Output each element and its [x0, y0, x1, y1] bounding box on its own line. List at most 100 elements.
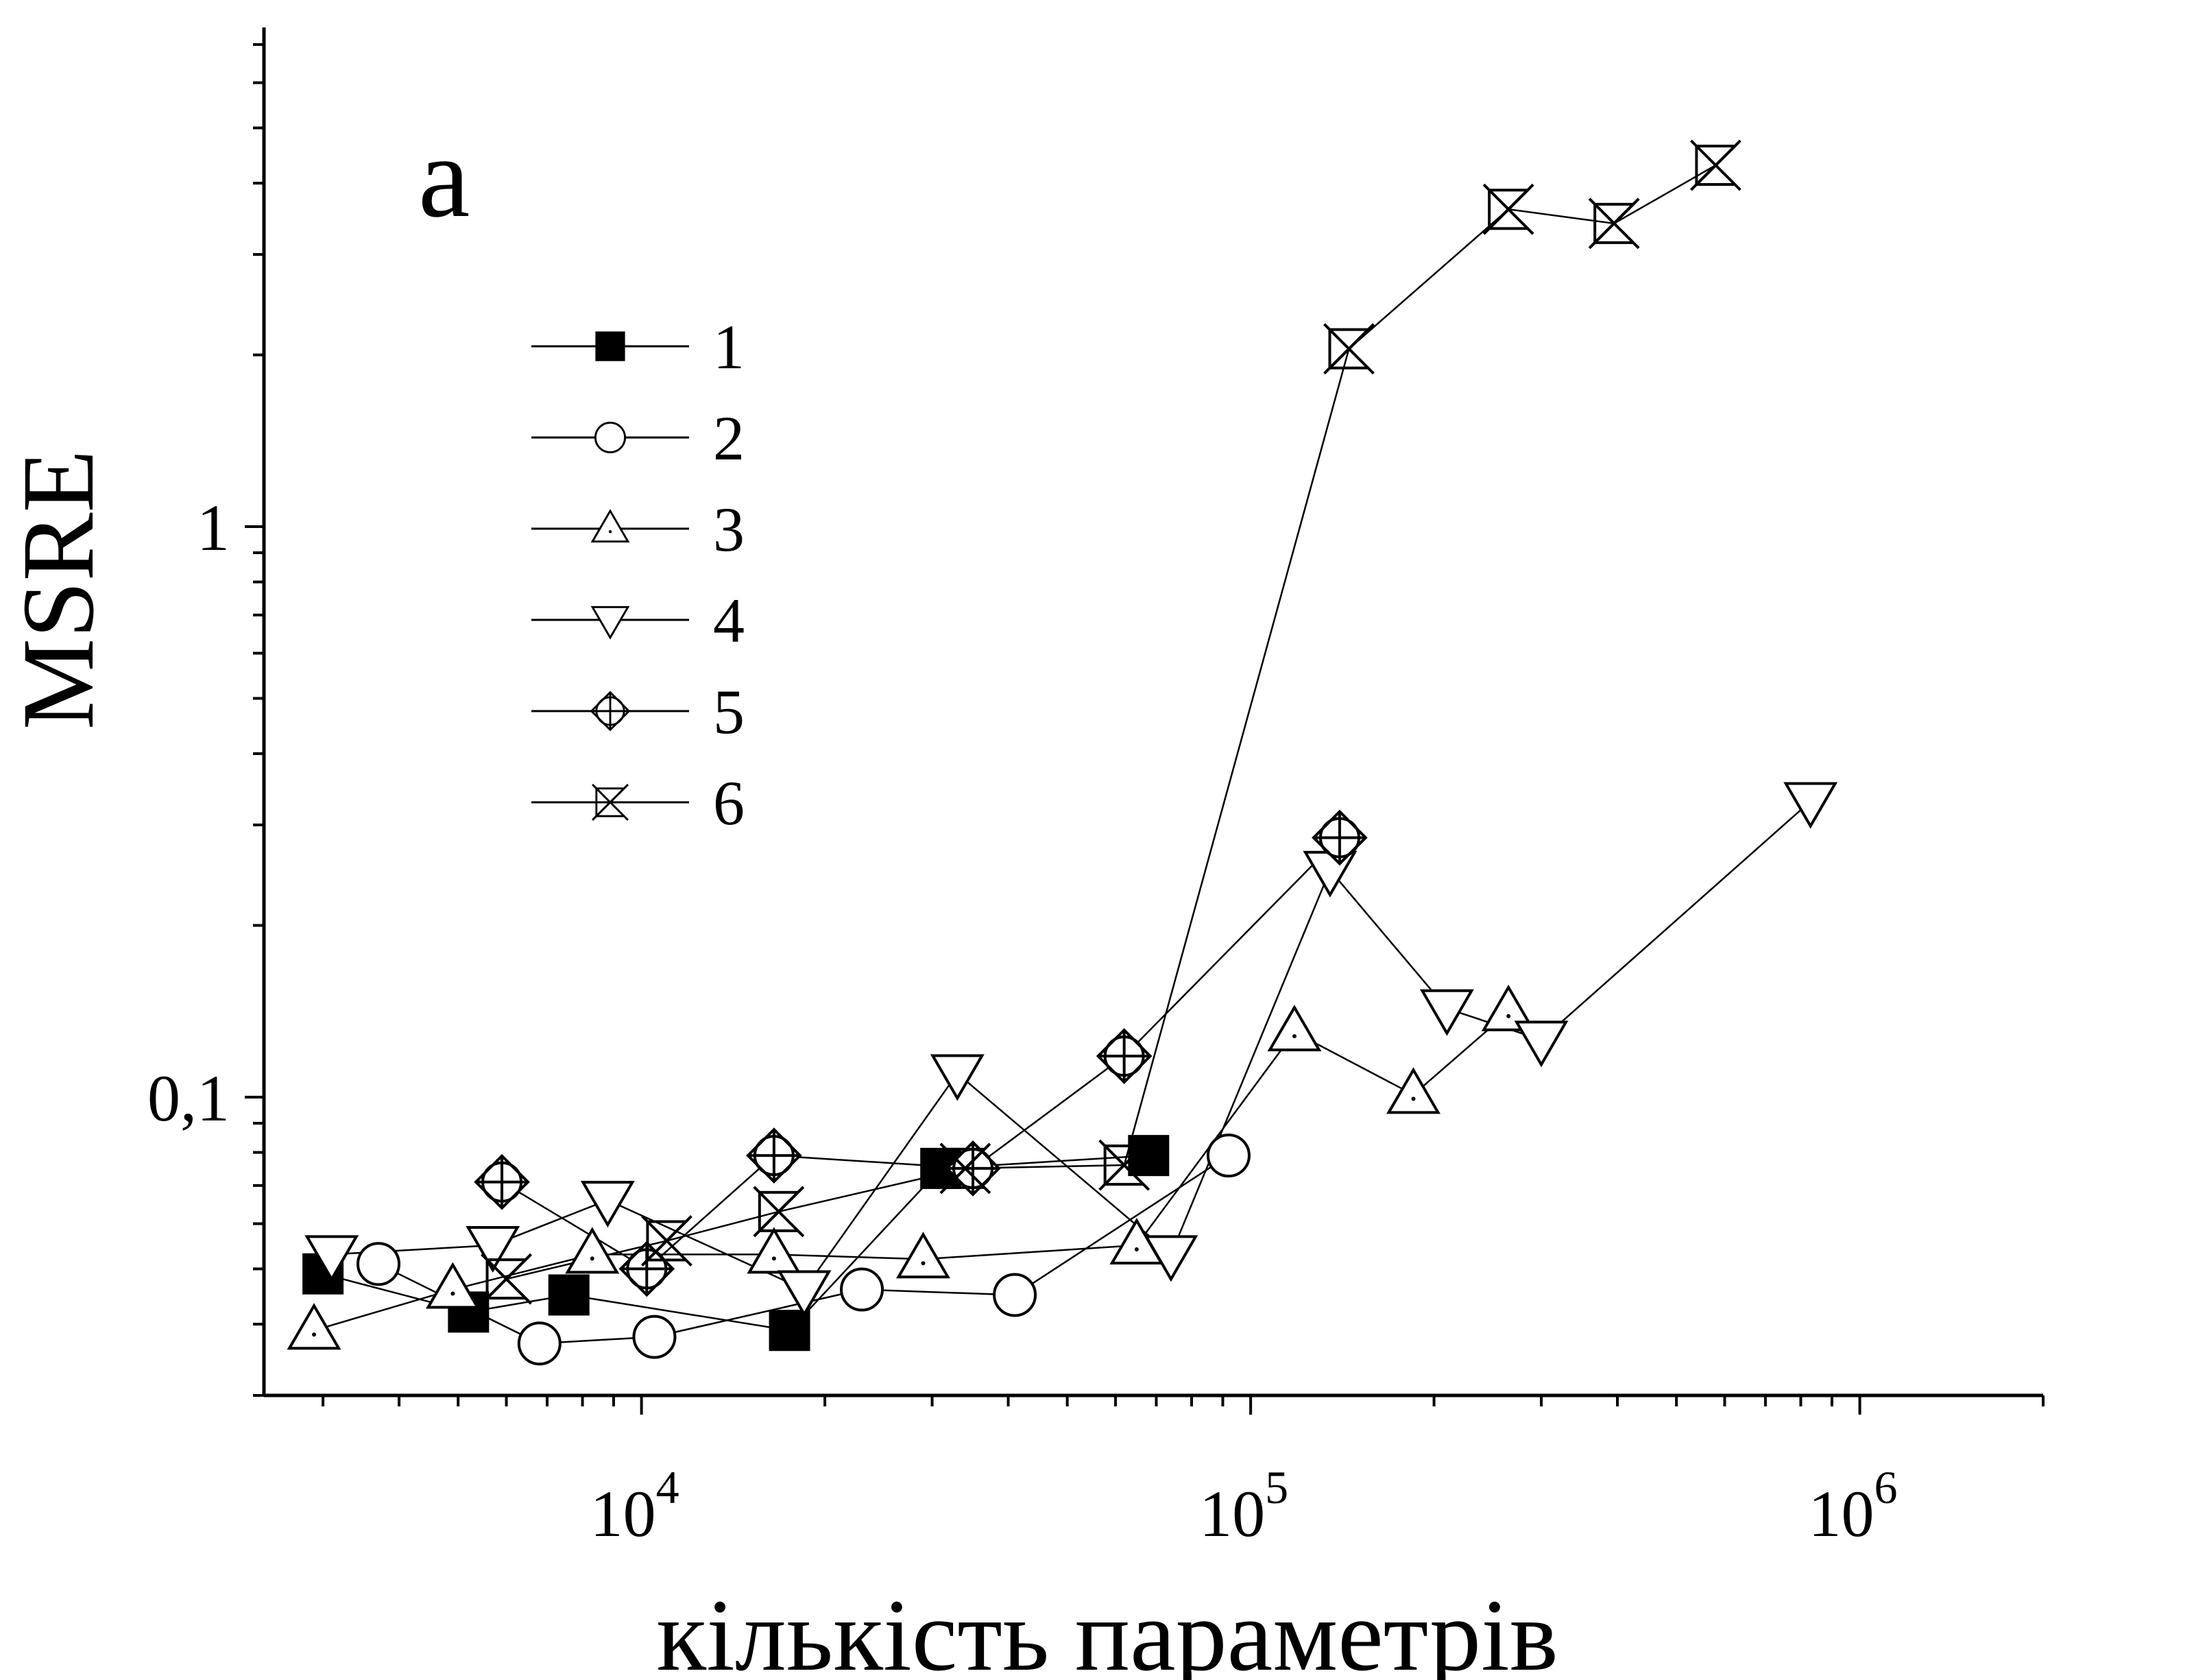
marker-dot: [771, 1256, 776, 1261]
marker-dot: [1292, 1034, 1297, 1039]
marker-shape: [595, 331, 625, 361]
series-3-point: [895, 1232, 950, 1279]
series-6-point: [753, 1186, 805, 1238]
marker-shape: [1386, 1067, 1440, 1114]
series-6-point: [641, 1215, 692, 1267]
marker-bowtie: [756, 1190, 801, 1232]
x-tick-label: 106: [1809, 1461, 1898, 1550]
x-axis-label: кількість параметрів: [656, 1579, 1558, 1680]
marker-bowtie: [1486, 189, 1531, 230]
series-6-point: [1482, 183, 1534, 235]
marker-shape: [425, 1262, 480, 1309]
marker-bowtie: [644, 1220, 690, 1262]
series-6-point: [1323, 323, 1375, 375]
y-tick-label: 0,1: [147, 1061, 230, 1135]
series-4-point: [777, 1270, 832, 1317]
marker-shape: [1514, 1020, 1569, 1068]
series-3-point: [747, 1227, 801, 1274]
marker-shape: [1481, 984, 1536, 1031]
marker-shape: [930, 1054, 985, 1101]
series-1-point: [548, 1274, 590, 1316]
marker-shape: [1206, 1133, 1251, 1178]
legend: 1 2 3 4 5 6: [531, 312, 745, 838]
marker-shape: [548, 1274, 590, 1316]
legend-entry-6: 6: [531, 768, 745, 838]
series-2-point: [632, 1315, 677, 1359]
x-tick-label: 104: [590, 1461, 679, 1550]
marker-dot: [921, 1261, 926, 1266]
marker-shape: [1303, 850, 1358, 898]
marker-shape: [1783, 782, 1838, 829]
series-5-line: [501, 837, 1340, 1270]
series-5-point: [1312, 809, 1368, 866]
legend-label: 6: [713, 768, 745, 838]
panel-label: a: [418, 112, 470, 241]
legend-marker-shape: [590, 605, 630, 640]
y-tick-label: 1: [197, 491, 230, 564]
series-2-line: [378, 1155, 1229, 1345]
marker-bowtie: [1101, 1144, 1147, 1186]
series-4-point: [930, 1054, 985, 1101]
legend-entry-4: 4: [531, 586, 745, 656]
marker-shape: [517, 1321, 562, 1366]
marker-dot: [590, 1256, 594, 1261]
series-6-point: [1689, 139, 1741, 191]
legend-marker: [594, 421, 627, 454]
legend-marker-shape: [590, 509, 630, 543]
legend-entry-2: 2: [531, 403, 745, 473]
series-4-point: [304, 1235, 359, 1282]
series-4-point: [1303, 850, 1358, 898]
series-3-point: [565, 1227, 620, 1274]
marker-shape: [594, 421, 627, 454]
legend-entry-1: 1: [531, 312, 745, 382]
series-5-point: [474, 1153, 530, 1210]
marker-shape: [304, 1235, 359, 1282]
legend-marker-shape: [594, 421, 627, 454]
marker-bowtie: [594, 787, 627, 817]
legend-marker-shape: [590, 691, 631, 732]
legend-marker-shape: [595, 331, 625, 361]
marker-bowtie: [943, 1147, 988, 1189]
marker-bowtie: [1326, 328, 1372, 370]
legend-marker: [592, 784, 629, 821]
series-4-point: [1514, 1020, 1569, 1068]
series-6-line: [506, 164, 1716, 1280]
series-2-point: [993, 1273, 1037, 1317]
legend-marker-shape: [592, 784, 629, 821]
series-2-point: [517, 1321, 562, 1366]
series-4-point: [1419, 989, 1474, 1036]
marker-shape: [357, 1242, 401, 1286]
legend-marker: [590, 605, 630, 640]
series-4-point: [580, 1181, 635, 1228]
marker-shape: [632, 1315, 677, 1359]
series-3-point: [1481, 984, 1536, 1031]
marker-shape: [565, 1227, 620, 1274]
legend-label: 3: [713, 494, 745, 564]
marker-shape: [1144, 1235, 1198, 1282]
series-markers: [287, 139, 1838, 1366]
marker-dot: [450, 1291, 455, 1296]
marker-shape: [747, 1227, 801, 1274]
series-2-point: [1206, 1133, 1251, 1178]
marker-shape: [590, 509, 630, 543]
axes: 104 105 106 0,1 1: [147, 27, 2045, 1550]
series-3-point: [1267, 1005, 1322, 1052]
series-2-point: [357, 1242, 401, 1286]
series-4-point: [1144, 1235, 1198, 1282]
marker-shape: [466, 1225, 520, 1273]
series-4-point: [1783, 782, 1838, 829]
marker-dot: [1134, 1247, 1139, 1251]
marker-shape: [287, 1303, 341, 1350]
marker-shape: [769, 1310, 810, 1352]
marker-dot: [312, 1332, 317, 1337]
marker-bowtie: [1693, 144, 1739, 186]
series-3-point: [287, 1303, 341, 1350]
marker-shape: [895, 1232, 950, 1279]
series-5-point: [945, 1140, 1001, 1197]
legend-label: 5: [713, 677, 745, 747]
series-lines: [313, 164, 1811, 1345]
legend-entry-5: 5: [531, 677, 745, 747]
legend-label: 4: [713, 586, 745, 656]
marker-shape: [1419, 989, 1474, 1036]
